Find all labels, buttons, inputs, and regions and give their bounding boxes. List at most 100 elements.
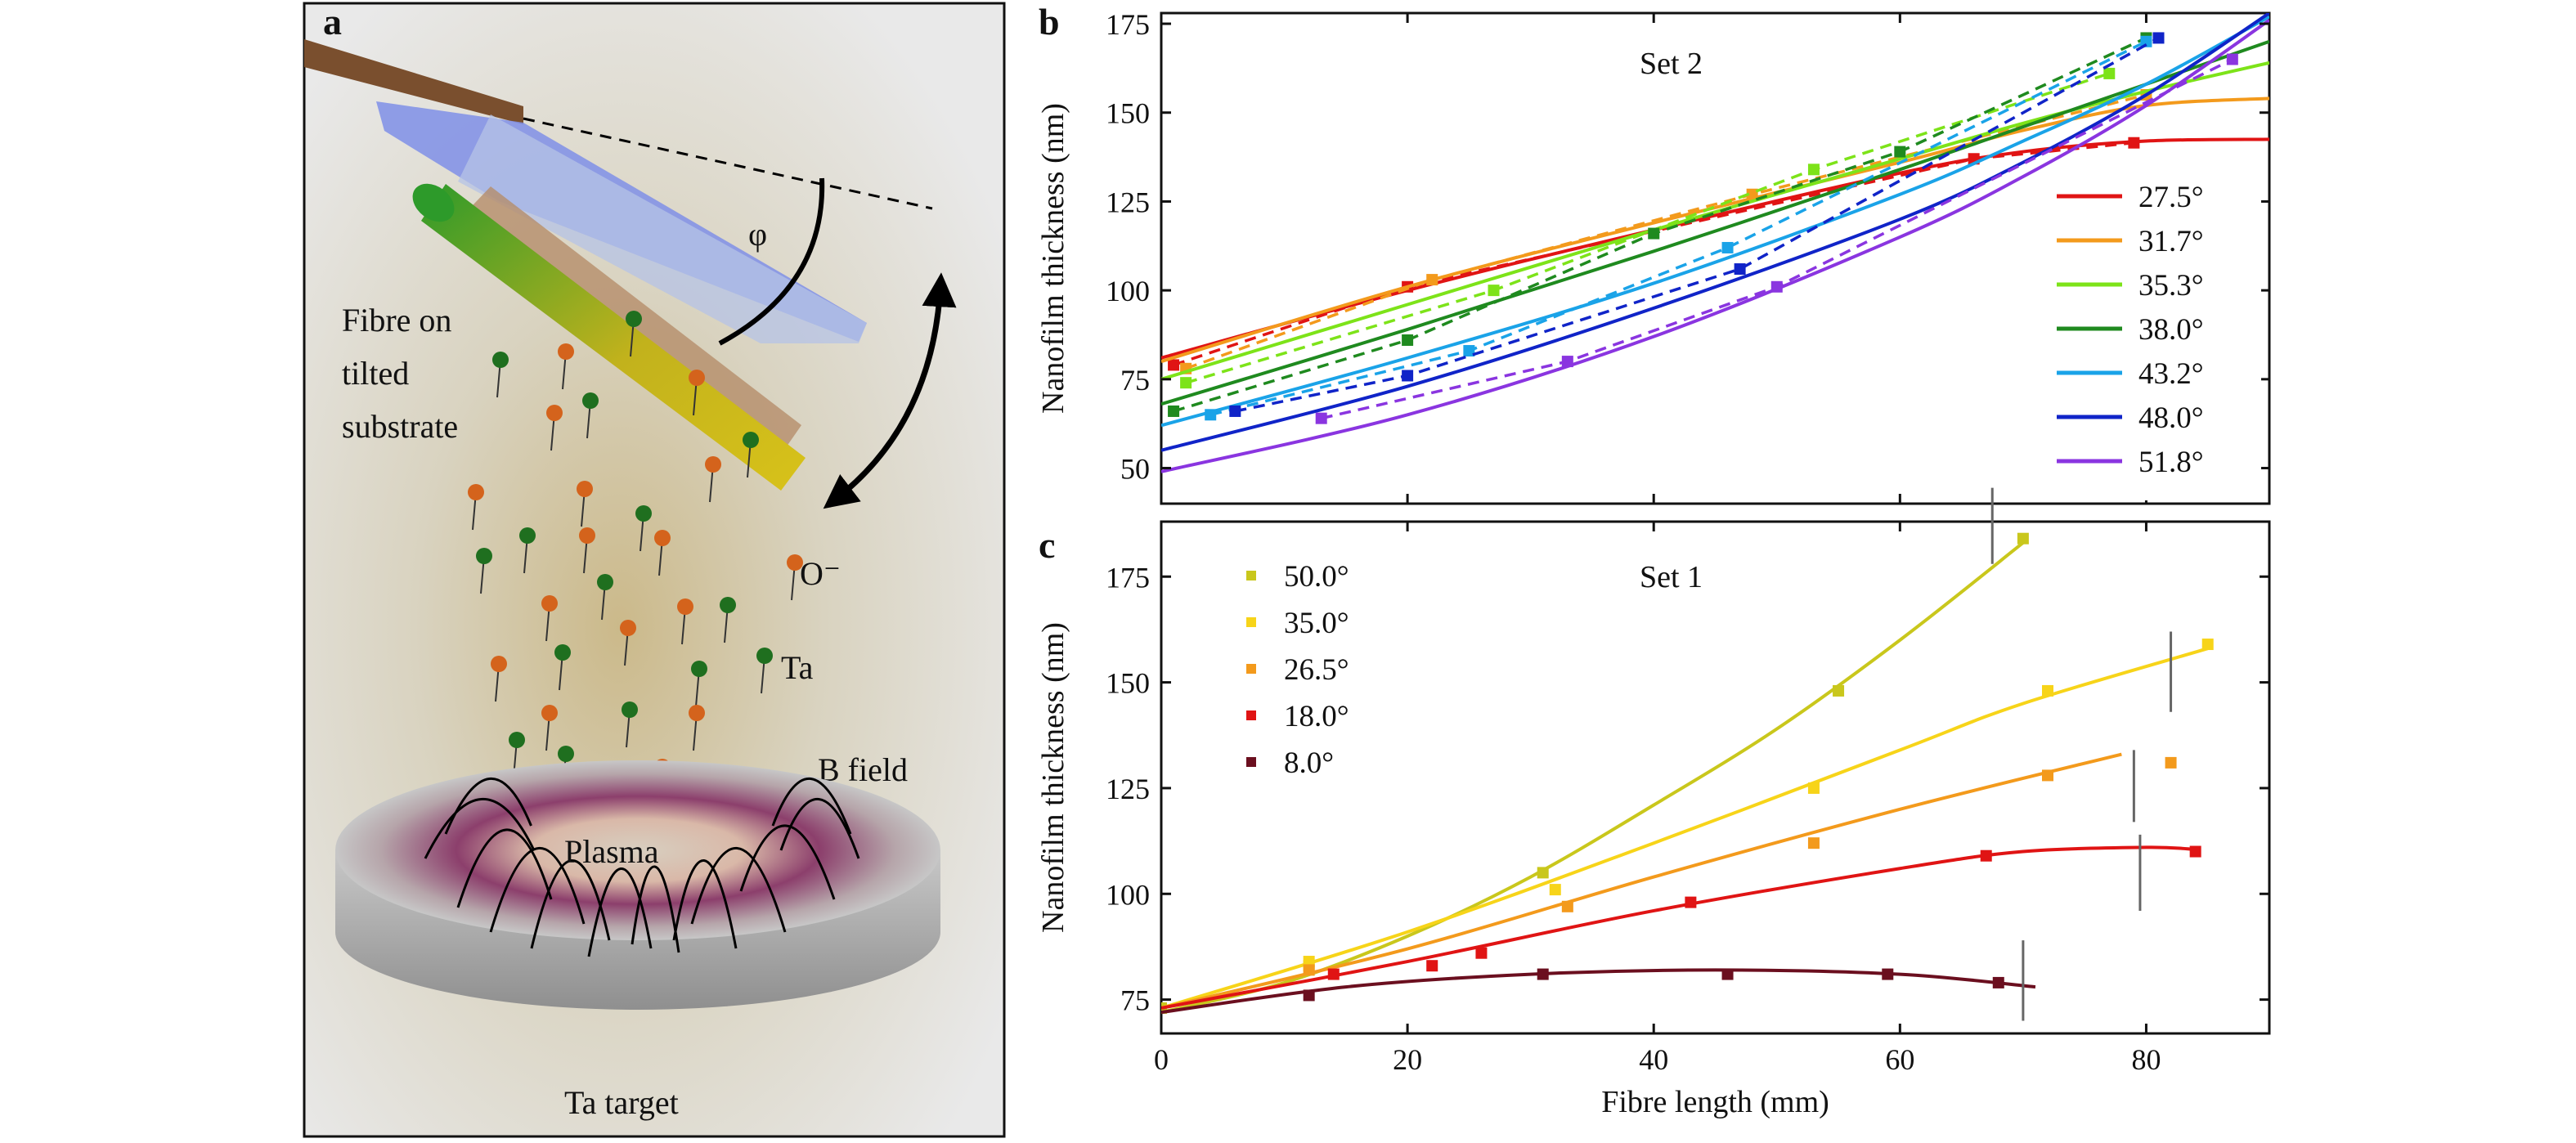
- data-point-51-8: [1315, 412, 1327, 424]
- data-point-38-0: [1648, 227, 1660, 240]
- field-line: [690, 847, 787, 933]
- legend-swatch-26-5: [1246, 664, 1256, 674]
- oxygen-ion-icon: [491, 656, 507, 702]
- panel-c-marks: [1161, 487, 2214, 1021]
- plasma-label: Plasma: [564, 833, 659, 870]
- y-tick-label: 150: [1106, 667, 1150, 700]
- fibre-icon: [421, 184, 806, 491]
- plot-area: [1161, 13, 2269, 473]
- field-line: [489, 847, 586, 933]
- x-tick-label: 0: [1154, 1043, 1169, 1076]
- data-point-26-5: [2165, 756, 2177, 769]
- data-point-48-0: [1734, 263, 1746, 276]
- oxygen-ion-icon: [620, 620, 636, 666]
- oxygen-ion-icon: [787, 554, 803, 601]
- y-tick-label: 75: [1120, 984, 1150, 1017]
- data-point-35-0: [1807, 782, 1820, 794]
- legend-label-38-0: 38.0°: [2138, 313, 2204, 347]
- data-point-18-0: [1685, 896, 1697, 908]
- data-dashed-line-27-5: [1173, 141, 2134, 367]
- panel-b-plot-frame: [1160, 11, 2271, 505]
- data-point-8-0: [1303, 989, 1315, 1002]
- tantalum-ion-icon: [582, 392, 599, 439]
- field-line: [672, 859, 738, 949]
- legend-swatch-8-0: [1246, 757, 1256, 767]
- data-point-8-0: [1882, 968, 1894, 980]
- legend-background: [2040, 173, 2261, 500]
- panel-c-y-axis-label: Nanofilm thickness (nm): [1036, 622, 1070, 933]
- data-point-43-2: [1205, 409, 1217, 421]
- legend-label-48-0: 48.0°: [2138, 401, 2204, 435]
- phi-label: φ: [748, 216, 767, 253]
- oxygen-ion-label: O⁻: [800, 555, 841, 592]
- legend-label-18-0: 18.0°: [1284, 700, 1349, 733]
- panel-b-chart: b 50 75 100 125 150 175 Set 2 Nanofilm thickn…: [1036, 1, 2271, 505]
- tantalum-ion-icon: [597, 574, 613, 621]
- data-point-31-7: [1426, 274, 1438, 286]
- data-point-26-5: [1303, 964, 1315, 976]
- plasma-disc-icon: [335, 760, 940, 1010]
- y-tick-label: 175: [1106, 8, 1150, 41]
- data-point-51-8: [1561, 356, 1573, 368]
- plot-area: [1161, 532, 2214, 1015]
- data-dashed-line-43-2: [1209, 40, 2147, 417]
- field-line: [771, 777, 852, 835]
- y-tick-label: 150: [1106, 97, 1150, 130]
- panel-b-legend: 27.5° 31.7° 35.3° 38.0° 43.2° 48.0° 51.8°: [2040, 173, 2261, 500]
- oxygen-ion-icon: [546, 405, 563, 451]
- fibre-label-line2: tilted: [342, 355, 409, 392]
- magnetic-field-lines: [424, 777, 860, 957]
- x-tick-label: 20: [1393, 1043, 1422, 1076]
- data-point-38-0: [1894, 146, 1906, 158]
- tantalum-ion-icon: [635, 505, 652, 552]
- data-point-48-0: [1229, 405, 1241, 417]
- fit-line-8-0: [1161, 968, 2036, 1015]
- data-dashed-line-51-8: [1321, 57, 2233, 420]
- panel-c-chart: c 0 20 40 60 80 75 100 125 150 175 Set 1 Nanofilm…: [1036, 487, 2271, 1119]
- legend-label-43-2: 43.2°: [2138, 357, 2204, 391]
- tantalum-ion-icon: [476, 548, 492, 594]
- data-point-51-8: [2226, 53, 2238, 65]
- data-point-27-5: [1168, 359, 1180, 371]
- fibre-label-line3: substrate: [342, 408, 458, 445]
- y-tick-label: 125: [1106, 773, 1150, 805]
- tantalum-ion-icon: [519, 527, 536, 574]
- fit-line-35-3: [1161, 61, 2269, 381]
- data-point-48-0: [2152, 32, 2165, 44]
- data-point-35-0: [2201, 639, 2214, 651]
- substrate-shadow-icon: [458, 114, 867, 343]
- panel-b-marks: [1161, 13, 2269, 473]
- data-point-8-0: [1721, 968, 1734, 980]
- data-point-18-0: [2189, 845, 2201, 858]
- data-point-51-8: [1770, 280, 1783, 293]
- data-point-26-5: [1561, 900, 1573, 912]
- legend-label-8-0: 8.0°: [1284, 746, 1334, 780]
- rotation-arrow-icon: [823, 272, 957, 509]
- panel-c-plot-frame: [1160, 520, 2271, 1035]
- fibre-end-icon: [412, 183, 455, 222]
- tantalum-ion-icon: [691, 661, 707, 707]
- data-point-38-0: [1168, 405, 1180, 417]
- legend-swatch-50-0: [1246, 571, 1256, 580]
- legend-label-51-8: 51.8°: [2138, 446, 2204, 479]
- fit-line-26-5: [1161, 752, 2122, 1010]
- data-point-18-0: [1475, 947, 1488, 959]
- oxygen-ion-icon: [558, 343, 574, 390]
- panel-b-y-axis-label: Nanofilm thickness (nm): [1036, 103, 1070, 414]
- oxygen-ion-icon: [579, 527, 595, 574]
- field-line: [739, 824, 836, 900]
- field-line: [779, 797, 860, 859]
- field-line: [530, 859, 611, 949]
- fit-line-35-0: [1161, 647, 2209, 1010]
- y-tick-label: 175: [1106, 561, 1150, 594]
- panel-c-letter: c: [1039, 524, 1055, 566]
- data-point-26-5: [2042, 769, 2053, 782]
- x-tick-label: 60: [1885, 1043, 1914, 1076]
- oxygen-ion-icon: [689, 705, 705, 751]
- panel-c-ticks: 0 20 40 60 80 75 100 125 150 175: [1106, 522, 2269, 1076]
- data-point-35-3: [1180, 377, 1192, 389]
- data-point-31-7: [1746, 188, 1758, 200]
- panel-a-letter: a: [323, 1, 342, 43]
- data-point-50-0: [1537, 867, 1549, 879]
